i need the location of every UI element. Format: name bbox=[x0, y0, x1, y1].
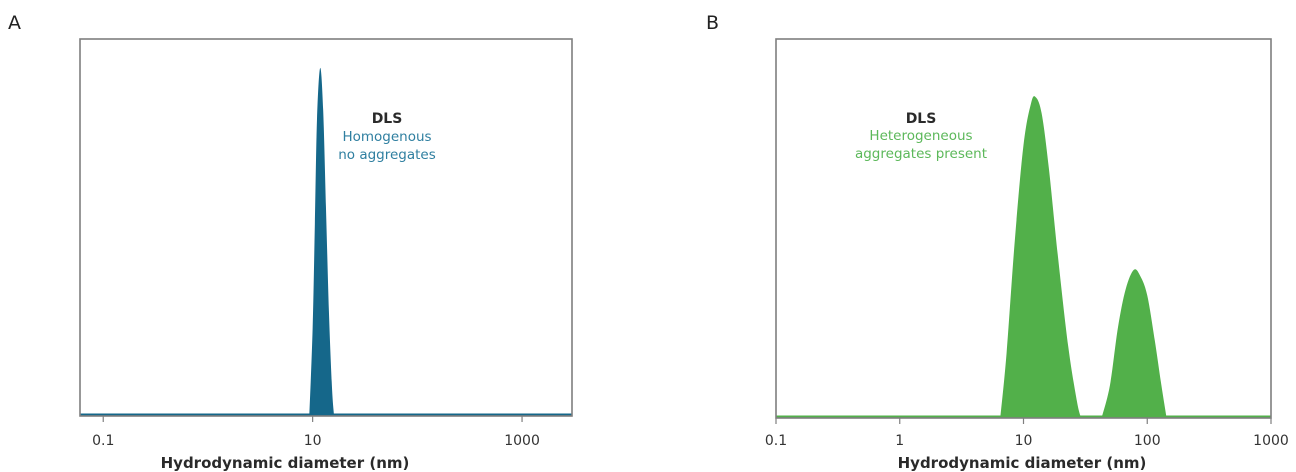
panel-a-x-ticks: 0.1 10 1000 bbox=[92, 416, 540, 449]
panel-a-annotation-line-2: no aggregates bbox=[338, 147, 436, 163]
panel-b-annotation-line-1: Heterogeneous bbox=[869, 128, 972, 144]
panel-a-peak-1 bbox=[309, 67, 335, 415]
panel-b-annotation: DLS Heterogeneous aggregates present bbox=[855, 111, 987, 162]
panel-a-annotation-line-1: Homogenous bbox=[342, 129, 431, 145]
panel-b-x-axis-label: Hydrodynamic diameter (nm) bbox=[898, 454, 1147, 472]
panel-a-x-tick-label: 10 bbox=[304, 433, 322, 449]
panel-a-x-tick-label: 1000 bbox=[504, 433, 540, 449]
panel-b: B 0.1 1 10 100 1000 Hydrodynamic diameter (n… bbox=[706, 12, 1289, 472]
panel-b-x-tick-label: 0.1 bbox=[765, 433, 787, 449]
panel-a-x-axis-label: Hydrodynamic diameter (nm) bbox=[161, 454, 410, 472]
panel-a-annotation: DLS Homogenous no aggregates bbox=[338, 111, 436, 163]
panel-a-areas bbox=[309, 67, 335, 415]
panel-a-x-tick-label: 0.1 bbox=[92, 433, 114, 449]
panel-b-annotation-title: DLS bbox=[906, 111, 937, 127]
panel-b-peak-1 bbox=[1000, 96, 1081, 417]
panel-b-x-tick-label: 100 bbox=[1134, 433, 1161, 449]
panel-a-annotation-title: DLS bbox=[372, 111, 403, 127]
panel-b-letter: B bbox=[706, 12, 719, 34]
panel-a: A 0.1 10 1000 Hydrodynamic diameter (nm) D… bbox=[8, 12, 573, 472]
panel-b-peak-2 bbox=[1101, 269, 1167, 417]
panel-b-areas bbox=[1000, 96, 1167, 417]
panel-b-annotation-line-2: aggregates present bbox=[855, 146, 987, 162]
panel-a-plot-frame bbox=[79, 38, 573, 417]
panel-b-x-tick-label: 1 bbox=[895, 433, 904, 449]
panel-b-x-tick-label: 10 bbox=[1015, 433, 1033, 449]
panel-a-letter: A bbox=[8, 12, 21, 34]
panel-b-x-tick-label: 1000 bbox=[1253, 433, 1289, 449]
panel-b-x-ticks: 0.1 1 10 100 1000 bbox=[765, 418, 1289, 449]
